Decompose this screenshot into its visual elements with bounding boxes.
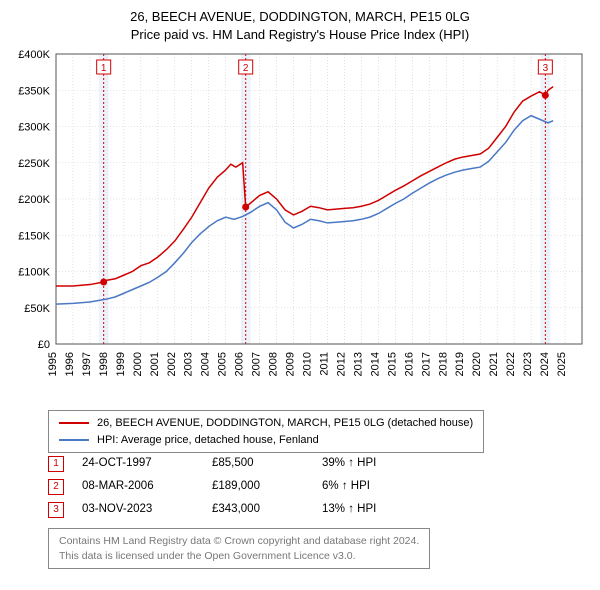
svg-text:2023: 2023: [522, 352, 534, 376]
transaction-pct: 13% ↑ HPI: [322, 498, 402, 521]
svg-text:2002: 2002: [166, 352, 178, 376]
transaction-date: 24-OCT-1997: [82, 452, 212, 475]
transaction-date: 08-MAR-2006: [82, 475, 212, 498]
svg-text:£50K: £50K: [24, 303, 50, 315]
svg-text:2019: 2019: [454, 352, 466, 376]
svg-text:2025: 2025: [556, 352, 568, 376]
chart-area: £0 £50K £100K £150K £200K £250K £300K £350K £400…: [10, 48, 590, 398]
svg-text:2007: 2007: [251, 352, 263, 376]
legend-row: 26, BEECH AVENUE, DODDINGTON, MARCH, PE1…: [59, 415, 473, 432]
svg-text:1996: 1996: [64, 352, 76, 376]
svg-text:2013: 2013: [352, 352, 364, 376]
svg-text:2022: 2022: [505, 352, 517, 376]
svg-text:£250K: £250K: [18, 158, 50, 170]
svg-text:2: 2: [243, 63, 249, 74]
svg-text:£300K: £300K: [18, 122, 50, 134]
transaction-marker: 3: [48, 502, 64, 518]
transaction-price: £189,000: [212, 475, 322, 498]
transaction-marker: 2: [48, 479, 64, 495]
title-line-1: 26, BEECH AVENUE, DODDINGTON, MARCH, PE1…: [0, 8, 600, 26]
transaction-row: 1 24-OCT-1997£85,50039% ↑ HPI: [48, 452, 402, 475]
svg-text:3: 3: [543, 63, 549, 74]
chart-container: 26, BEECH AVENUE, DODDINGTON, MARCH, PE1…: [0, 0, 600, 590]
svg-text:£150K: £150K: [18, 230, 50, 242]
svg-text:2014: 2014: [369, 352, 381, 376]
legend-line-swatch: [59, 439, 89, 441]
transaction-pct: 6% ↑ HPI: [322, 475, 402, 498]
transaction-pct: 39% ↑ HPI: [322, 452, 402, 475]
legend-label: HPI: Average price, detached house, Fenl…: [97, 432, 319, 449]
svg-text:2015: 2015: [386, 352, 398, 376]
svg-text:2006: 2006: [234, 352, 246, 376]
svg-text:£400K: £400K: [18, 49, 50, 61]
legend-label: 26, BEECH AVENUE, DODDINGTON, MARCH, PE1…: [97, 415, 473, 432]
svg-text:2010: 2010: [302, 352, 314, 376]
transaction-row: 3 03-NOV-2023£343,00013% ↑ HPI: [48, 498, 402, 521]
title-line-2: Price paid vs. HM Land Registry's House …: [0, 26, 600, 44]
svg-text:£100K: £100K: [18, 267, 50, 279]
svg-text:£350K: £350K: [18, 85, 50, 97]
svg-text:2020: 2020: [471, 352, 483, 376]
transaction-row: 2 08-MAR-2006£189,0006% ↑ HPI: [48, 475, 402, 498]
svg-text:2024: 2024: [539, 352, 551, 376]
footnote-line-2: This data is licensed under the Open Gov…: [59, 549, 419, 564]
svg-text:2008: 2008: [268, 352, 280, 376]
svg-text:£0: £0: [38, 339, 50, 351]
svg-text:2021: 2021: [488, 352, 500, 376]
svg-text:2009: 2009: [285, 352, 297, 376]
footnote-box: Contains HM Land Registry data © Crown c…: [48, 528, 430, 569]
footnote-line-1: Contains HM Land Registry data © Crown c…: [59, 534, 419, 549]
svg-text:2011: 2011: [318, 352, 330, 376]
transaction-marker: 1: [48, 456, 64, 472]
svg-text:2012: 2012: [335, 352, 347, 376]
svg-text:1999: 1999: [115, 352, 127, 376]
svg-text:1: 1: [101, 63, 107, 74]
transaction-date: 03-NOV-2023: [82, 498, 212, 521]
svg-text:1997: 1997: [81, 352, 93, 376]
svg-text:2001: 2001: [149, 352, 161, 376]
transaction-table: 1 24-OCT-1997£85,50039% ↑ HPI 2 08-MAR-2006…: [48, 452, 402, 521]
svg-text:2000: 2000: [132, 352, 144, 376]
transaction-price: £85,500: [212, 452, 322, 475]
svg-text:£200K: £200K: [18, 194, 50, 206]
line-chart-svg: £0 £50K £100K £150K £200K £250K £300K £350K £400…: [10, 48, 590, 398]
svg-text:2018: 2018: [437, 352, 449, 376]
svg-text:2003: 2003: [183, 352, 195, 376]
svg-text:1998: 1998: [98, 352, 110, 376]
svg-text:2016: 2016: [403, 352, 415, 376]
svg-text:2005: 2005: [217, 352, 229, 376]
legend-line-swatch: [59, 422, 89, 424]
chart-title: 26, BEECH AVENUE, DODDINGTON, MARCH, PE1…: [0, 0, 600, 44]
svg-text:1995: 1995: [47, 352, 59, 376]
svg-text:2017: 2017: [420, 352, 432, 376]
legend-row: HPI: Average price, detached house, Fenl…: [59, 432, 473, 449]
transaction-price: £343,000: [212, 498, 322, 521]
svg-text:2004: 2004: [200, 352, 212, 376]
legend-box: 26, BEECH AVENUE, DODDINGTON, MARCH, PE1…: [48, 410, 484, 453]
